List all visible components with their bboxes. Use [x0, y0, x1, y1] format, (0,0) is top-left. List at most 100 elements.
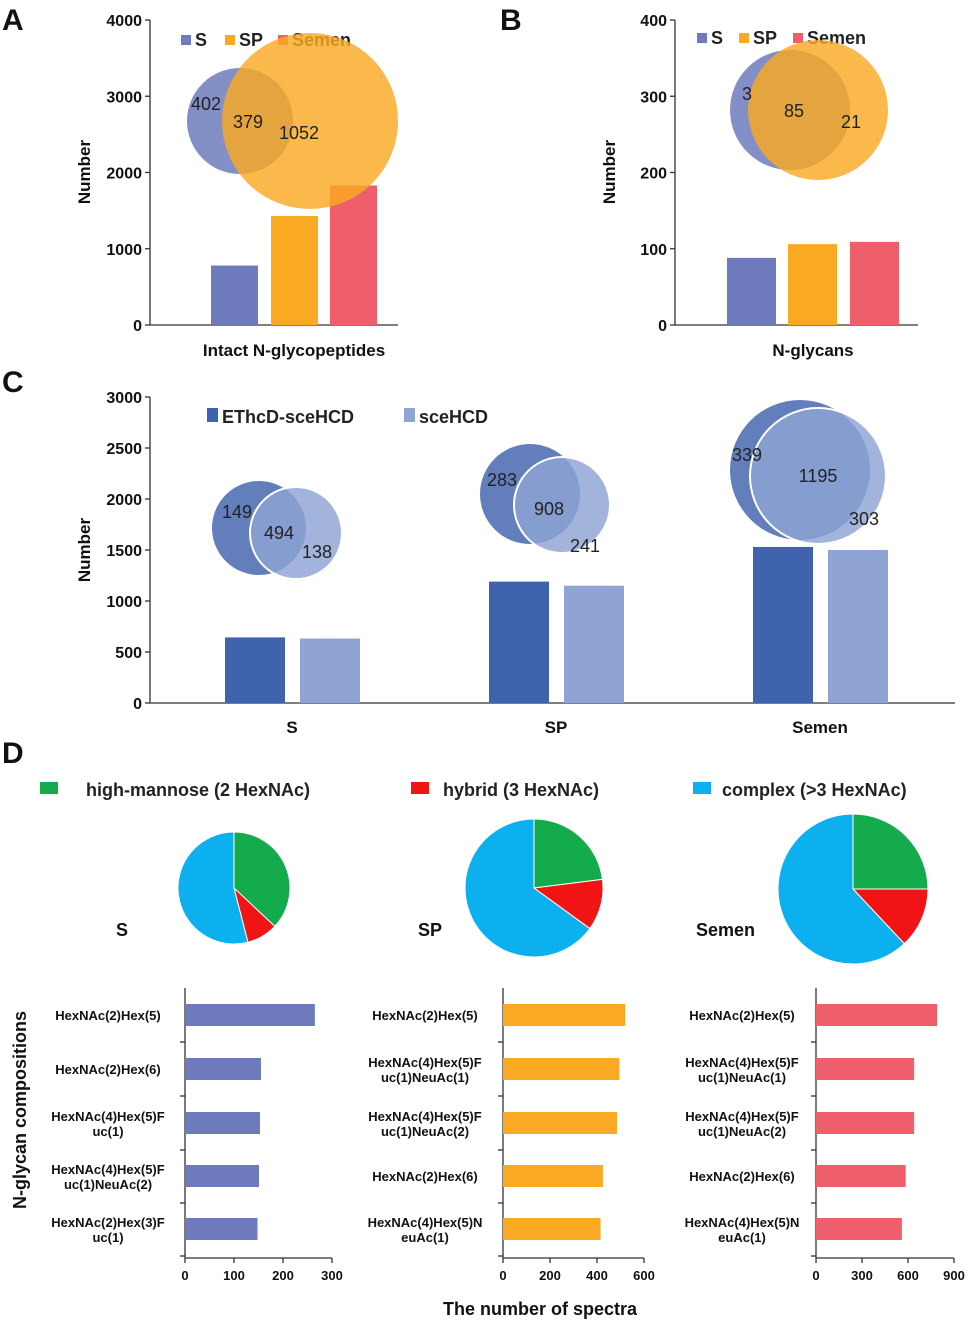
y-tick-label: 3000	[106, 89, 142, 106]
x-axis-title-d: The number of spectra	[443, 1299, 638, 1319]
bar-s	[727, 257, 776, 325]
x-tick-label-s: 0	[181, 1268, 188, 1283]
pie-slice-s-high-mannose	[233, 831, 291, 928]
venn-label-sp-0: 283	[487, 470, 517, 490]
venn-label-s-0: 149	[222, 502, 252, 522]
legend-label-scehcd: sceHCD	[419, 407, 488, 427]
pie-slice-semen-complex	[777, 813, 906, 965]
bar-label-s-0: HexNAc(2)Hex(5)	[55, 1008, 160, 1023]
pie-slice-sp-complex	[464, 818, 591, 958]
bar-label-line: HexNAc(4)Hex(5)F	[368, 1055, 481, 1070]
legend-swatch-s	[181, 35, 191, 45]
y-tick-label: 2000	[106, 166, 142, 183]
venn-label-overlap: 85	[784, 101, 804, 121]
bar-label-line: HexNAc(2)Hex(5)	[55, 1008, 160, 1023]
bar-label-sp-3: HexNAc(2)Hex(6)	[372, 1169, 477, 1184]
bar-label-line: HexNAc(2)Hex(5)	[372, 1008, 477, 1023]
x-axis-title: Intact N-glycopeptides	[203, 341, 385, 360]
bar-label-semen-4: HexNAc(4)Hex(5)N euAc(1)	[685, 1215, 800, 1245]
x-tick-label-s: 200	[272, 1268, 294, 1283]
bar-label-line: HexNAc(4)Hex(5)F	[685, 1109, 798, 1124]
bar-semen-ethcd-scehcd	[753, 546, 813, 703]
legend-swatch-ethcd-scehcd	[207, 408, 218, 422]
venn-label-s-2: 138	[302, 542, 332, 562]
x-tick-label-s: 100	[223, 1268, 245, 1283]
venn-label-sp-2: 241	[570, 536, 600, 556]
bar-label-line: uc(1)	[92, 1124, 123, 1139]
bar-label-line: HexNAc(4)Hex(5)F	[51, 1109, 164, 1124]
venn-circle-sp	[748, 40, 888, 180]
x-tick-label-semen: 600	[897, 1268, 919, 1283]
bar-label-line: HexNAc(4)Hex(5)F	[685, 1055, 798, 1070]
venn-label-semen-2: 303	[849, 509, 879, 529]
legend-label-complex: complex (>3 HexNAc)	[722, 780, 907, 800]
bar-sp-4	[503, 1218, 601, 1240]
pie-slice-sp-high-mannose	[533, 818, 604, 889]
bar-s-ethcd-scehcd	[225, 637, 285, 703]
bar-label-line: HexNAc(4)Hex(5)N	[368, 1215, 483, 1230]
y-axis-title: Number	[75, 518, 94, 583]
x-axis-title: N-glycans	[772, 341, 853, 360]
bar-label-semen-1: HexNAc(4)Hex(5)F uc(1)NeuAc(1)	[685, 1055, 798, 1085]
bar-label-line: HexNAc(4)Hex(5)N	[685, 1215, 800, 1230]
bar-sp-0	[503, 1004, 626, 1026]
legend-label-hybrid: hybrid (3 HexNAc)	[443, 780, 599, 800]
y-axis-title: Number	[75, 140, 94, 205]
pie-slice-semen-hybrid	[851, 888, 929, 945]
legend-swatch-sp	[225, 35, 235, 45]
y-axis-title-d: N-glycan compositions	[10, 1011, 30, 1209]
bar-label-sp-4: HexNAc(4)Hex(5)N euAc(1)	[368, 1215, 483, 1245]
legend-swatch-high-mannose	[40, 782, 58, 794]
bar-semen-0	[816, 1004, 938, 1026]
legend-swatch-sp	[739, 33, 749, 43]
venn-circle-sp	[222, 33, 398, 209]
bar-s-scehcd	[300, 638, 360, 703]
legend-swatch-semen	[793, 33, 803, 43]
bar-label-line: uc(1)NeuAc(2)	[381, 1124, 469, 1139]
venn-label-s-1: 494	[264, 523, 294, 543]
bar-semen-scehcd	[828, 550, 888, 703]
y-tick-label: 0	[133, 696, 142, 713]
y-tick-label: 100	[640, 242, 667, 259]
y-tick-label: 0	[658, 318, 667, 335]
y-tick-label: 1000	[106, 242, 142, 259]
bar-label-s-2: HexNAc(4)Hex(5)F uc(1)	[51, 1109, 164, 1139]
y-tick-label: 1500	[106, 543, 142, 560]
panel-label-D: D	[2, 737, 24, 770]
bar-label-line: uc(1)	[92, 1230, 123, 1245]
bar-label-line: uc(1)NeuAc(2)	[64, 1177, 152, 1192]
bar-label-s-3: HexNAc(4)Hex(5)F uc(1)NeuAc(2)	[51, 1162, 164, 1192]
y-tick-label: 500	[115, 645, 142, 662]
bar-label-line: HexNAc(2)Hex(6)	[689, 1169, 794, 1184]
x-tick-label-sp: 600	[633, 1268, 655, 1283]
y-tick-label: 1000	[106, 594, 142, 611]
bar-label-sp-1: HexNAc(4)Hex(5)F uc(1)NeuAc(1)	[368, 1055, 481, 1085]
bar-label-line: uc(1)NeuAc(1)	[698, 1070, 786, 1085]
venn-circle-scehcd-sp	[513, 456, 611, 554]
legend-label-sp: SP	[239, 30, 263, 50]
bar-semen-3	[816, 1165, 906, 1187]
pie-label-sp: SP	[418, 920, 442, 940]
x-tick-label-sp: SP	[545, 718, 568, 737]
bar-semen-2	[816, 1112, 915, 1134]
venn-label-overlap: 379	[233, 112, 263, 132]
pie-label-semen: Semen	[696, 920, 755, 940]
bar-label-line: HexNAc(4)Hex(5)F	[368, 1109, 481, 1124]
pie-slice-semen-high-mannose	[852, 813, 929, 890]
x-tick-label-sp: 400	[586, 1268, 608, 1283]
bar-sp-scehcd	[564, 585, 624, 703]
venn-label-s-only: 3	[742, 84, 752, 104]
x-tick-label-semen: 900	[943, 1268, 965, 1283]
bar-label-semen-3: HexNAc(2)Hex(6)	[689, 1169, 794, 1184]
y-tick-label: 2500	[106, 441, 142, 458]
panel-label-A: A	[2, 4, 24, 37]
bar-sp	[788, 244, 837, 325]
bar-semen-1	[816, 1058, 915, 1080]
y-tick-label: 200	[640, 166, 667, 183]
y-tick-label: 4000	[106, 13, 142, 30]
legend-swatch-hybrid	[411, 782, 429, 794]
x-tick-label-sp: 200	[539, 1268, 561, 1283]
x-tick-label-s: 300	[321, 1268, 343, 1283]
y-tick-label: 300	[640, 89, 667, 106]
